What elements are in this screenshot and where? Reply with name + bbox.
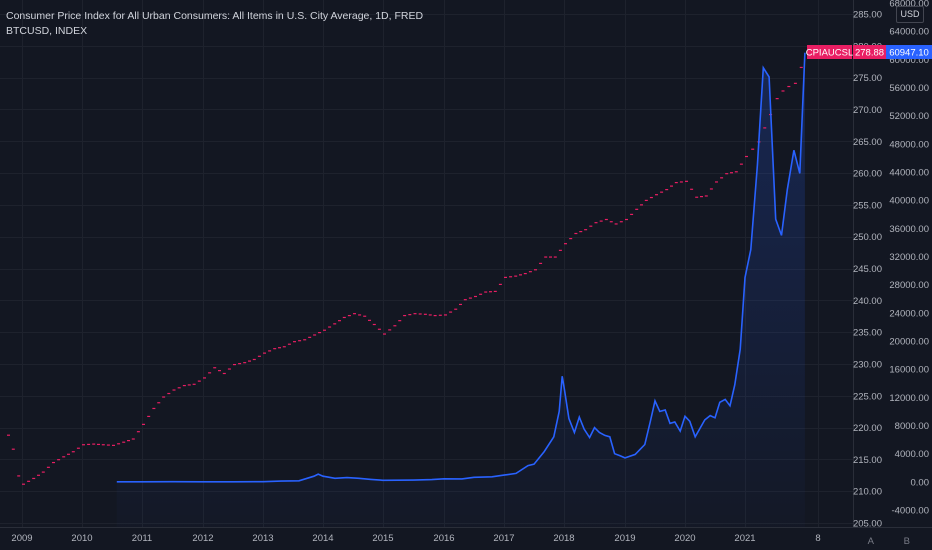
btc-tick-label: 0.00 (911, 477, 930, 488)
time-tick-label: 2013 (252, 533, 273, 544)
btc-tick-label: 56000.00 (889, 83, 929, 94)
cpi-tick-label: 255.00 (853, 200, 882, 211)
auto-scale-button[interactable]: A (867, 536, 874, 547)
btc-tick-label: 28000.00 (889, 280, 929, 291)
cpi-tick-label: 225.00 (853, 391, 882, 402)
btc-value-badge-text: 60947.10 (889, 48, 929, 59)
btc-tick-label: 24000.00 (889, 308, 929, 319)
btc-tick-label: 64000.00 (889, 27, 929, 38)
time-tick-label: 2012 (192, 533, 213, 544)
time-tick-label: 2017 (493, 533, 514, 544)
btc-area-fill (116, 52, 805, 527)
time-tick-label: 2011 (132, 533, 152, 544)
currency-badge[interactable]: USD (896, 6, 924, 23)
chart-legend: Consumer Price Index for All Urban Consu… (6, 9, 423, 39)
btc-tick-label: 48000.00 (889, 139, 929, 150)
cpi-tick-label: 230.00 (853, 359, 882, 370)
btc-tick-label: 8000.00 (895, 421, 929, 432)
cpi-tick-label: 265.00 (853, 137, 882, 148)
time-tick-label: 2009 (11, 533, 32, 544)
time-tick-label: 2018 (553, 533, 574, 544)
time-tick-label: 8 (815, 533, 820, 544)
btc-tick-label: 12000.00 (889, 393, 929, 404)
btc-tick-label: 40000.00 (889, 196, 929, 207)
btc-tick-label: 68000.00 (889, 0, 929, 10)
cpi-tick-label: 235.00 (853, 328, 882, 339)
cpi-name-badge (807, 45, 852, 59)
btc-tick-label: 16000.00 (889, 365, 929, 376)
bar-style-button[interactable]: B (903, 536, 910, 547)
time-tick-label: 2015 (372, 533, 393, 544)
time-tick-label: 2014 (312, 533, 333, 544)
cpi-tick-label: 245.00 (853, 264, 882, 275)
price-scale-background (853, 0, 932, 550)
btc-tick-label: -4000.00 (891, 506, 929, 517)
time-tick-label: 2016 (433, 533, 454, 544)
btc-tick-label: 44000.00 (889, 168, 929, 179)
time-tick-label: 2019 (614, 533, 635, 544)
cpi-value-badge (853, 45, 886, 59)
cpi-tick-label: 240.00 (853, 296, 882, 307)
cpi-tick-label: 285.00 (853, 10, 882, 21)
time-scale[interactable]: 2009 2010 2011 2012 2013 2014 2015 2016 2017 2018… (11, 533, 820, 544)
btc-tick-label: 36000.00 (889, 224, 929, 235)
btc-tick-label: 60000.00 (889, 55, 929, 66)
legend-btc-title[interactable]: BTCUSD, INDEX (6, 25, 88, 37)
btc-tick-label: 32000.00 (889, 252, 929, 263)
btc-value-badge (886, 45, 932, 59)
time-tick-label: 2010 (71, 533, 92, 544)
cpi-tick-label: 210.00 (853, 487, 882, 498)
cpi-tick-label: 275.00 (853, 73, 882, 84)
btc-series-line (116, 52, 806, 483)
cpi-value-badge-text: 278.88 (855, 48, 884, 59)
btc-tick-label: 20000.00 (889, 337, 929, 348)
cpi-tick-label: 250.00 (853, 232, 882, 243)
btc-tick-label: 4000.00 (895, 449, 929, 460)
time-tick-label: 2020 (674, 533, 695, 544)
btc-price-scale[interactable]: 68000.00 64000.00 60000.00 56000.00 52000.00… (889, 0, 929, 517)
cpi-tick-label: 205.00 (853, 519, 882, 530)
time-tick-label: 2021 (734, 533, 755, 544)
cpi-price-scale[interactable]: 285.00280.00275.00270.00265.00260.00255.… (853, 10, 882, 530)
cpi-name-badge-text: CPIAUCSL (806, 48, 854, 59)
cpi-tick-label: 215.00 (853, 455, 882, 466)
last-price-badges: CPIAUCSL 278.88 60947.10 (806, 45, 932, 59)
cpi-tick-label: 220.00 (853, 423, 882, 434)
legend-cpi-title[interactable]: Consumer Price Index for All Urban Consu… (6, 10, 424, 22)
btc-tick-label: 52000.00 (889, 111, 929, 122)
cpi-series (7, 66, 803, 485)
cpi-tick-label: 270.00 (853, 105, 882, 116)
cpi-tick-label: 260.00 (853, 169, 882, 180)
